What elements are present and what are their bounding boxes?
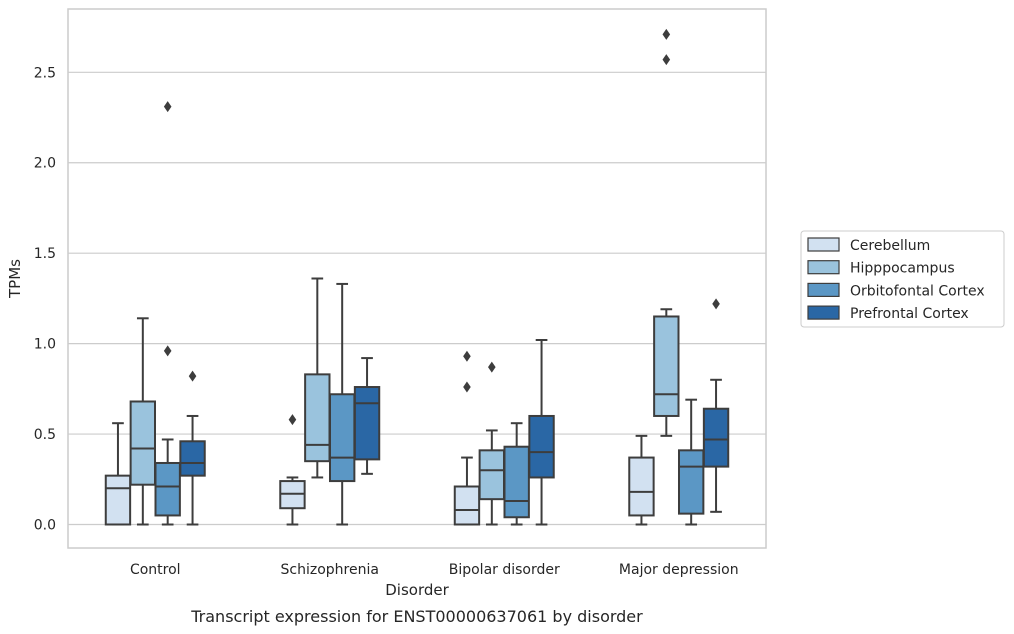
box-body — [528, 414, 555, 479]
legend-swatch — [807, 305, 840, 320]
gridlines — [68, 71, 766, 526]
outlier-point — [712, 298, 720, 310]
outlier-point — [288, 414, 297, 426]
box-3-2 — [677, 398, 705, 526]
box-1-1 — [304, 277, 331, 479]
box-1-0 — [279, 414, 306, 526]
x-tick-labels: Control Schizophrenia Bipolar disorder Majo… — [130, 562, 739, 578]
box-body — [179, 440, 206, 477]
box-1-2 — [328, 282, 356, 526]
y-tick-label: 1.5 — [34, 246, 56, 262]
box-body — [104, 474, 132, 526]
box-body — [653, 315, 680, 417]
legend-label: Prefrontal Cortex — [850, 306, 969, 322]
box-body — [702, 407, 730, 468]
outlier-point — [662, 54, 671, 66]
outlier-point — [662, 28, 671, 40]
legend-frame — [800, 230, 1005, 328]
outlier-point — [463, 350, 471, 362]
y-axis-label: TPMs — [6, 259, 24, 299]
box-0-3 — [179, 370, 206, 526]
y-tick-label: 0.0 — [34, 517, 56, 533]
legend-label: Hipppocampus — [850, 261, 955, 277]
box-body — [478, 449, 506, 501]
y-tick-label: 0.5 — [34, 427, 56, 443]
box-3-3 — [702, 298, 730, 513]
outlier-point — [463, 381, 471, 393]
boxes — [104, 28, 730, 526]
x-tick-label: Control — [130, 562, 181, 578]
box-1-3 — [353, 357, 381, 475]
legend-label: Orbitofontal Cortex — [850, 283, 985, 299]
y-tick-labels: 0.0 0.5 1.0 1.5 2.0 2.5 — [34, 65, 56, 533]
box-body — [154, 461, 181, 517]
plot-frame — [67, 8, 767, 549]
box-body — [328, 393, 356, 483]
legend-swatch — [807, 237, 840, 252]
y-tick-label: 1.0 — [34, 337, 56, 353]
x-tick-label: Major depression — [619, 562, 739, 578]
box-body — [503, 445, 530, 519]
outlier-point — [488, 361, 496, 373]
x-axis-label: Disorder — [385, 581, 449, 599]
y-tick-label: 2.5 — [34, 65, 56, 81]
box-0-1 — [129, 317, 157, 526]
box-2-1 — [478, 361, 506, 526]
x-tick-label: Schizophrenia — [281, 562, 379, 578]
box-0-0 — [104, 422, 132, 526]
chart-caption: Transcript expression for ENST0000063706… — [190, 607, 643, 626]
box-body — [628, 456, 655, 517]
y-tick-label: 2.0 — [34, 156, 56, 172]
box-body — [353, 386, 381, 461]
box-body — [453, 485, 481, 526]
legend-swatch — [807, 282, 840, 297]
legend-swatch — [807, 260, 840, 275]
box-2-2 — [503, 422, 530, 526]
outlier-point — [163, 345, 172, 357]
box-body — [304, 373, 331, 463]
box-3-1 — [653, 28, 680, 437]
box-0-2 — [154, 101, 181, 526]
legend: Cerebellum Hipppocampus Orbitofontal Corte… — [800, 230, 1005, 328]
box-2-0 — [453, 350, 481, 526]
outlier-point — [188, 370, 197, 382]
box-body — [129, 400, 157, 486]
box-2-3 — [528, 338, 555, 526]
x-tick-label: Bipolar disorder — [449, 562, 560, 578]
box-body — [677, 449, 705, 515]
legend-label: Cerebellum — [850, 238, 930, 254]
outlier-point — [163, 101, 172, 113]
box-3-0 — [628, 434, 655, 526]
